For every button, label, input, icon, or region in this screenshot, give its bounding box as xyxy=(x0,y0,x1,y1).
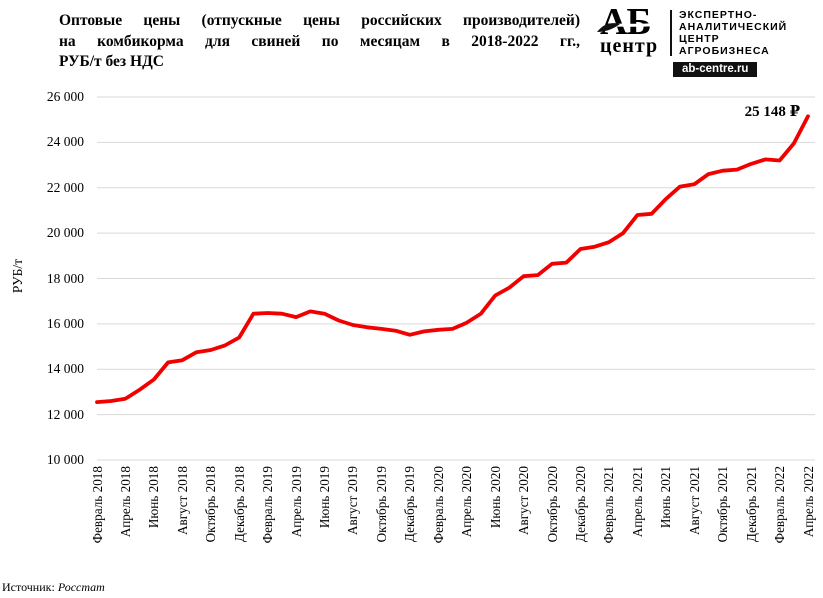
x-tick-label: Декабрь 2018 xyxy=(231,466,247,543)
x-tick-label: Апрель 2019 xyxy=(288,466,304,538)
source-value: Росстат xyxy=(57,580,105,594)
x-tick-label: Октябрь 2018 xyxy=(203,466,219,543)
source-line: Источник: Росстат xyxy=(2,580,105,595)
x-tick-label: Август 2019 xyxy=(345,466,361,536)
x-tick-label: Декабрь 2021 xyxy=(743,466,759,543)
x-tick-label: Февраль 2022 xyxy=(772,466,788,544)
chart-title-line-2: на комбикорма для свиней по месяцам в 20… xyxy=(59,32,580,50)
x-tick-label: Апрель 2018 xyxy=(117,466,133,538)
logo-ab-letters: АБ xyxy=(600,1,652,43)
x-tick-label: Февраль 2018 xyxy=(89,466,105,544)
y-tick-label: 18 000 xyxy=(46,270,84,286)
logo-org-line: ЭКСПЕРТНО- xyxy=(679,9,758,21)
logo-org-line: ЦЕНТР xyxy=(679,33,720,45)
logo-org-name: ЭКСПЕРТНО- АНАЛИТИЧЕСКИЙ ЦЕНТР АГРОБИЗНЕ… xyxy=(679,9,787,57)
x-tick-label: Июнь 2020 xyxy=(487,466,503,529)
price-annotation: 25 148 ₽ xyxy=(744,104,800,121)
x-tick-label: Апрель 2022 xyxy=(800,466,816,538)
x-tick-label: Август 2021 xyxy=(686,466,702,536)
source-label: Источник: xyxy=(2,580,55,594)
price-series-line xyxy=(95,114,810,405)
x-tick-label: Август 2020 xyxy=(516,466,532,536)
y-tick-label: 12 000 xyxy=(46,406,84,422)
logo-org-line: АГРОБИЗНЕСА xyxy=(679,45,770,57)
y-tick-label: 22 000 xyxy=(46,179,84,195)
x-tick-label: Октябрь 2021 xyxy=(715,466,731,543)
x-tick-label: Февраль 2020 xyxy=(430,466,446,544)
x-tick-label: Июнь 2019 xyxy=(317,466,333,529)
x-tick-label: Октябрь 2020 xyxy=(544,466,560,543)
chart-title-line-3: РУБ/т без НДС xyxy=(59,53,164,70)
x-tick-label: Июнь 2021 xyxy=(658,466,674,529)
x-tick-label: Апрель 2021 xyxy=(629,466,645,538)
logo-mark: АБ центр xyxy=(596,1,673,65)
x-tick-label: Апрель 2020 xyxy=(459,466,475,538)
chart-title: Оптовые цены (отпускные цены российских … xyxy=(59,11,580,73)
y-tick-label: 16 000 xyxy=(46,315,84,331)
ab-centre-logo: АБ центр ЭКСПЕРТНО- АНАЛИТИЧЕСКИЙ ЦЕНТР … xyxy=(596,3,820,79)
x-tick-label: Февраль 2019 xyxy=(260,466,276,544)
x-tick-label: Октябрь 2019 xyxy=(373,466,389,543)
x-tick-label: Июнь 2018 xyxy=(146,466,162,529)
chart-title-line-1: Оптовые цены (отпускные цены российских … xyxy=(59,12,580,29)
y-tick-label: 20 000 xyxy=(46,225,84,241)
logo-divider xyxy=(670,10,672,56)
x-tick-label: Декабрь 2019 xyxy=(402,466,418,543)
y-tick-label: 26 000 xyxy=(46,89,84,104)
x-tick-label: Август 2018 xyxy=(174,466,190,536)
y-tick-label: 14 000 xyxy=(46,361,84,377)
logo-org-line: АНАЛИТИЧЕСКИЙ xyxy=(679,21,788,33)
logo-centre-word: центр xyxy=(600,35,659,57)
y-tick-label: 10 000 xyxy=(46,452,84,467)
logo-site-badge: ab-centre.ru xyxy=(673,62,758,77)
x-tick-label: Февраль 2021 xyxy=(601,466,617,544)
leaf-swoosh-icon xyxy=(596,21,673,33)
x-tick-label: Декабрь 2020 xyxy=(572,466,588,543)
y-tick-label: 24 000 xyxy=(46,134,84,150)
